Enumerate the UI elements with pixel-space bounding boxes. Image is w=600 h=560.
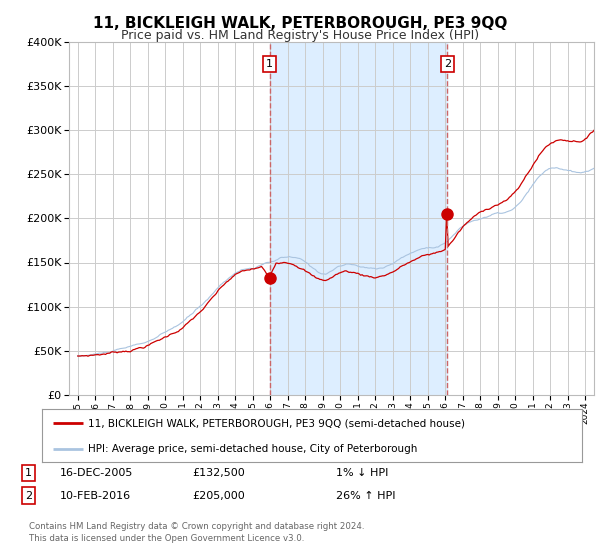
Text: 2: 2 xyxy=(443,59,451,69)
Text: 11, BICKLEIGH WALK, PETERBOROUGH, PE3 9QQ: 11, BICKLEIGH WALK, PETERBOROUGH, PE3 9Q… xyxy=(93,16,507,31)
Text: £132,500: £132,500 xyxy=(192,468,245,478)
Text: 10-FEB-2016: 10-FEB-2016 xyxy=(60,491,131,501)
Text: 11, BICKLEIGH WALK, PETERBOROUGH, PE3 9QQ (semi-detached house): 11, BICKLEIGH WALK, PETERBOROUGH, PE3 9Q… xyxy=(88,418,465,428)
Text: 1% ↓ HPI: 1% ↓ HPI xyxy=(336,468,388,478)
Text: 26% ↑ HPI: 26% ↑ HPI xyxy=(336,491,395,501)
Text: 1: 1 xyxy=(266,59,273,69)
Text: HPI: Average price, semi-detached house, City of Peterborough: HPI: Average price, semi-detached house,… xyxy=(88,444,417,454)
Bar xyxy=(269,42,447,395)
Text: Contains HM Land Registry data © Crown copyright and database right 2024.
This d: Contains HM Land Registry data © Crown c… xyxy=(29,522,364,543)
Text: £205,000: £205,000 xyxy=(192,491,245,501)
Text: 16-DEC-2005: 16-DEC-2005 xyxy=(60,468,133,478)
Text: 1: 1 xyxy=(25,468,32,478)
Text: 2: 2 xyxy=(25,491,32,501)
Text: Price paid vs. HM Land Registry's House Price Index (HPI): Price paid vs. HM Land Registry's House … xyxy=(121,29,479,42)
